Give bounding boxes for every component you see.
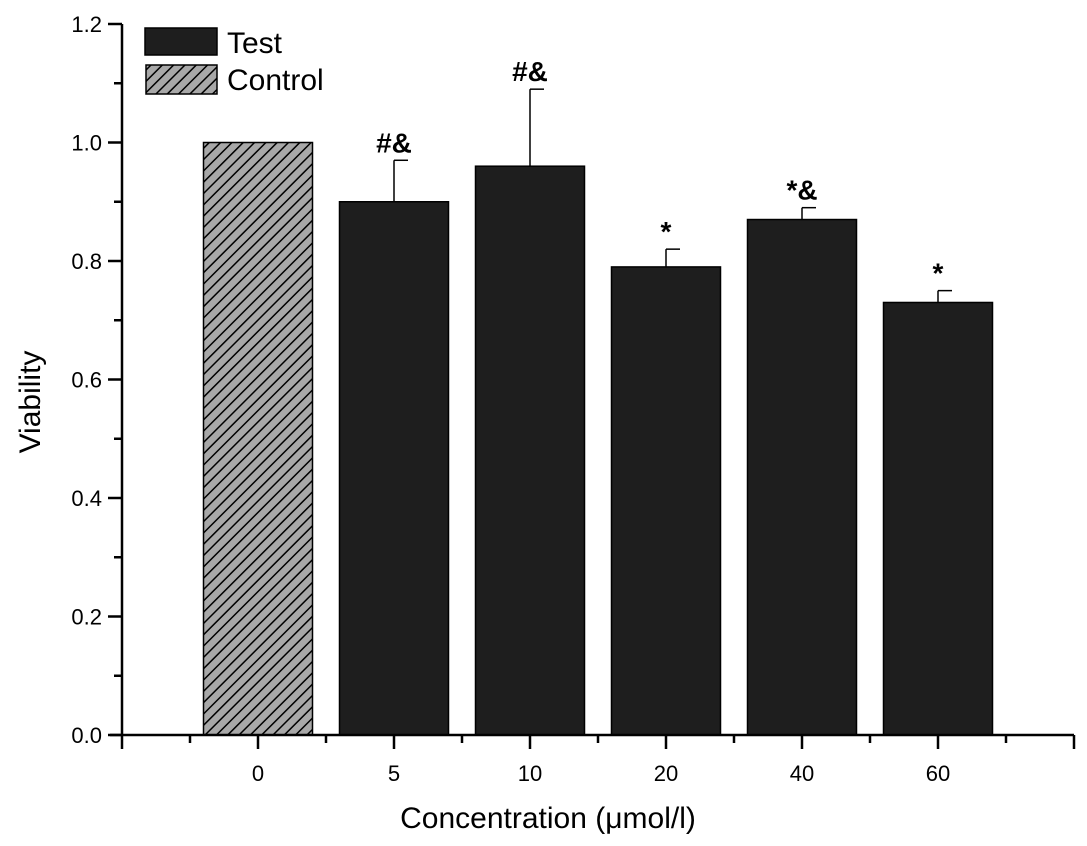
y-tick-label: 0.0 (71, 723, 102, 748)
x-tick-label: 5 (388, 761, 400, 786)
legend-swatch-test (144, 27, 218, 56)
x-tick-label: 20 (654, 761, 678, 786)
y-tick-label: 0.2 (71, 605, 102, 630)
bar-test-5 (338, 201, 450, 736)
bar-control-0 (202, 141, 314, 736)
significance-label: * (661, 216, 672, 247)
x-tick-label: 10 (518, 761, 542, 786)
y-tick-label: 0.8 (71, 249, 102, 274)
legend-label-test: Test (227, 27, 283, 60)
y-axis-title: Viability (14, 351, 47, 454)
bar-test-10 (474, 165, 586, 736)
legend-swatch-control (145, 64, 218, 95)
legend: Test Control (144, 27, 324, 97)
bar-test-60 (882, 301, 994, 736)
y-tick-label: 0.6 (71, 368, 102, 393)
x-axis-title: Concentration (μmol/l) (400, 802, 696, 835)
legend-label-control: Control (227, 64, 324, 97)
x-tick-label: 40 (790, 761, 814, 786)
significance-label: *& (786, 175, 817, 206)
y-tick-label: 0.4 (71, 486, 102, 511)
x-tick-label: 0 (252, 761, 264, 786)
y-tick-label: 1.2 (71, 12, 102, 37)
bar-test-40 (746, 218, 858, 736)
y-tick-label: 1.0 (71, 131, 102, 156)
significance-label: #& (376, 127, 412, 158)
significance-label: #& (512, 56, 548, 87)
bar-test-20 (610, 266, 722, 736)
x-tick-label: 60 (926, 761, 950, 786)
significance-label: * (933, 258, 944, 289)
